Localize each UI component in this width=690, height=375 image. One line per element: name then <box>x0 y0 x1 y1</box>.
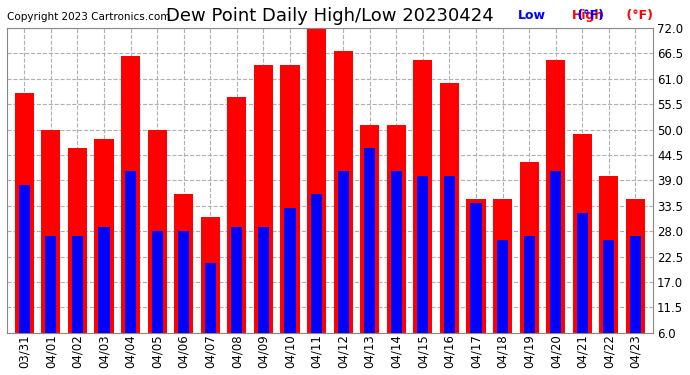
Text: High: High <box>572 9 604 22</box>
Bar <box>258 226 269 333</box>
Bar <box>573 134 592 333</box>
Bar <box>205 264 216 333</box>
Bar <box>337 171 348 333</box>
Bar <box>201 217 220 333</box>
Bar <box>41 129 60 333</box>
Bar <box>577 213 588 333</box>
Bar <box>311 194 322 333</box>
Bar <box>630 236 641 333</box>
Bar <box>280 65 299 333</box>
Bar <box>550 171 562 333</box>
Bar <box>466 199 486 333</box>
Bar <box>284 208 295 333</box>
Text: Copyright 2023 Cartronics.com: Copyright 2023 Cartronics.com <box>7 12 170 22</box>
Bar <box>178 231 189 333</box>
Bar <box>440 83 459 333</box>
Title: Dew Point Daily High/Low 20230424: Dew Point Daily High/Low 20230424 <box>166 7 494 25</box>
Bar <box>72 236 83 333</box>
Bar <box>626 199 645 333</box>
Bar <box>364 148 375 333</box>
Bar <box>417 176 428 333</box>
Bar <box>386 125 406 333</box>
Bar <box>95 139 114 333</box>
Bar <box>360 125 380 333</box>
Bar <box>444 176 455 333</box>
Bar <box>254 65 273 333</box>
Bar <box>600 176 618 333</box>
Bar <box>148 129 167 333</box>
Bar <box>497 240 509 333</box>
Bar <box>413 60 433 333</box>
Bar <box>333 51 353 333</box>
Bar <box>546 60 565 333</box>
Bar <box>174 194 193 333</box>
Bar <box>307 23 326 333</box>
Bar <box>520 162 539 333</box>
Bar <box>19 185 30 333</box>
Bar <box>227 97 246 333</box>
Text: Low: Low <box>518 9 546 22</box>
Bar <box>603 240 615 333</box>
Bar <box>231 226 242 333</box>
Bar <box>471 204 482 333</box>
Bar <box>493 199 512 333</box>
Bar <box>68 148 87 333</box>
Bar <box>46 236 57 333</box>
Bar <box>121 56 140 333</box>
Bar <box>125 171 136 333</box>
Text: (°F): (°F) <box>622 9 653 22</box>
Bar <box>152 231 163 333</box>
Text: (°F): (°F) <box>573 9 604 22</box>
Bar <box>14 93 34 333</box>
Bar <box>99 226 110 333</box>
Bar <box>524 236 535 333</box>
Bar <box>391 171 402 333</box>
